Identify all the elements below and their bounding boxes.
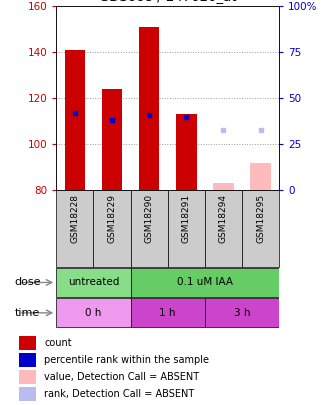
Bar: [205, 190, 242, 267]
Text: 0.1 uM IAA: 0.1 uM IAA: [177, 277, 233, 288]
Bar: [19, 353, 36, 367]
Bar: [65, 50, 85, 190]
Bar: [131, 298, 205, 327]
Text: GSM18290: GSM18290: [145, 194, 154, 243]
Bar: [56, 298, 131, 327]
Bar: [56, 190, 93, 267]
Bar: [19, 387, 36, 401]
Text: 3 h: 3 h: [234, 308, 250, 318]
Bar: [131, 268, 279, 297]
Text: percentile rank within the sample: percentile rank within the sample: [44, 355, 209, 365]
Bar: [56, 268, 131, 297]
Text: 0 h: 0 h: [85, 308, 101, 318]
Text: GSM18291: GSM18291: [182, 194, 191, 243]
Bar: [131, 190, 168, 267]
Text: GSM18294: GSM18294: [219, 194, 228, 243]
Bar: [176, 114, 196, 190]
Bar: [139, 27, 159, 190]
Bar: [19, 336, 36, 350]
Bar: [242, 190, 279, 267]
Bar: [250, 163, 271, 190]
Bar: [93, 190, 131, 267]
Text: rank, Detection Call = ABSENT: rank, Detection Call = ABSENT: [44, 389, 195, 399]
Text: count: count: [44, 338, 72, 348]
Bar: [19, 370, 36, 384]
Bar: [168, 190, 205, 267]
Text: GSM18228: GSM18228: [70, 194, 79, 243]
Text: time: time: [14, 308, 40, 318]
Bar: [205, 298, 279, 327]
Bar: [102, 89, 122, 190]
Text: GSM18295: GSM18295: [256, 194, 265, 243]
Text: value, Detection Call = ABSENT: value, Detection Call = ABSENT: [44, 372, 199, 382]
Text: dose: dose: [14, 277, 41, 288]
Bar: [213, 183, 234, 190]
Text: GSM18229: GSM18229: [108, 194, 117, 243]
Title: GDS668 / 247020_at: GDS668 / 247020_at: [99, 0, 237, 4]
Text: untreated: untreated: [68, 277, 119, 288]
Text: 1 h: 1 h: [160, 308, 176, 318]
